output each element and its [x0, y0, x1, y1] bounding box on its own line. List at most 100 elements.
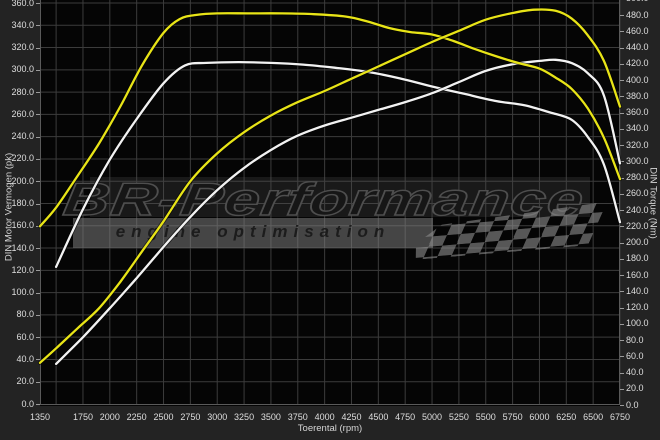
y-left-tick-label: 60.0 — [16, 331, 34, 342]
y-left-tick-label: 320.0 — [11, 42, 34, 53]
y-left-tick-label: 340.0 — [11, 19, 34, 30]
x-tick-label: 4500 — [368, 412, 389, 422]
y-right-tick-label: 400.0 — [626, 74, 649, 85]
y-right-tickmark — [620, 31, 624, 33]
x-axis-title: Toerental (rpm) — [297, 423, 363, 434]
y-left-tick-label: 360.0 — [11, 0, 34, 8]
y-right-tick-label: 160.0 — [626, 269, 649, 280]
y-right-tick-label: 260.0 — [626, 188, 649, 199]
y-right-tickmark — [620, 340, 624, 341]
x-tick-label: 1750 — [72, 412, 93, 422]
x-tick-label: 4000 — [314, 412, 335, 422]
torque-yellow-curve-halo — [38, 11, 622, 229]
y-left-tick-label: 20.0 — [16, 376, 34, 387]
y-left-tickmark — [36, 225, 40, 227]
x-tick-label: 5250 — [448, 412, 469, 422]
y-right-tickmark — [620, 177, 624, 179]
y-right-tickmark — [620, 193, 624, 195]
curves-layer — [38, 7, 622, 366]
y-left-tickmark — [36, 381, 40, 383]
y-left-tick-label: 0.0 — [21, 398, 34, 409]
y-left-tick-label: 200.0 — [11, 175, 34, 186]
x-tick-label: 4750 — [395, 412, 416, 422]
y-left-tickmark — [36, 3, 40, 4]
power-white-curve-halo — [54, 57, 622, 366]
y-left-tick-label: 260.0 — [11, 108, 34, 119]
y-right-tickmark — [620, 275, 624, 276]
y-right-tick-label: 40.0 — [626, 367, 644, 377]
y-left-tick-label: 40.0 — [16, 353, 34, 364]
y-right-tick-label: 100.0 — [626, 318, 649, 329]
y-right-tick-label: 460.0 — [626, 25, 649, 36]
y-left-tickmark — [36, 314, 40, 316]
y-right-tick-label: 300.0 — [626, 155, 649, 166]
y-right-tick-label: 420.0 — [626, 58, 649, 69]
y-right-tickmark — [620, 161, 624, 163]
y-right-tickmark — [620, 307, 624, 309]
x-tick-label: 6750 — [609, 412, 631, 422]
y-left-tick-label: 280.0 — [11, 86, 34, 97]
y-right-tickmark — [620, 258, 624, 260]
y-right-tick-label: 380.0 — [626, 90, 649, 101]
y-right-tickmark — [620, 405, 624, 406]
y-left-tick-label: 180.0 — [11, 198, 34, 208]
x-tick-label: 2250 — [126, 412, 147, 422]
x-tick-label: 5500 — [475, 412, 496, 422]
y-right-tickmark — [620, 242, 624, 244]
y-right-tick-label: 120.0 — [626, 302, 649, 312]
y-left-tick-label: 240.0 — [11, 131, 34, 142]
y-right-tickmark — [620, 80, 624, 81]
y-left-tick-label: 80.0 — [16, 309, 34, 320]
y-left-tick-label: 160.0 — [11, 220, 34, 231]
y-right-tickmark — [620, 210, 624, 211]
x-tick-label: 5750 — [502, 412, 523, 422]
y-right-tick-label: 320.0 — [626, 139, 649, 150]
y-left-tick-label: 220.0 — [11, 153, 34, 164]
y-right-tickmark — [620, 15, 624, 16]
y-left-tick-label: 300.0 — [11, 64, 34, 75]
y-left-tickmark — [36, 359, 40, 361]
y-right-tick-label: 340.0 — [626, 123, 649, 134]
y-right-tick-label: 240.0 — [626, 204, 649, 215]
y-right-tickmark — [620, 145, 624, 146]
x-tick-label: 2750 — [180, 412, 201, 422]
x-tick-label: 4250 — [341, 412, 362, 422]
y-right-tickmark — [620, 372, 624, 374]
y-right-tick-label: 80.0 — [626, 334, 644, 345]
y-right-tick-label: 200.0 — [626, 237, 649, 247]
y-left-tickmark — [36, 92, 40, 94]
y-right-tick-label: 440.0 — [626, 42, 649, 52]
y-left-tickmark — [36, 248, 40, 250]
y-left-tickmark — [36, 69, 40, 71]
y-right-tickmark — [620, 356, 624, 358]
y-right-tickmark — [620, 128, 624, 130]
power-yellow-curve — [38, 8, 622, 364]
y-right-tick-label: 0.0 — [626, 399, 639, 410]
y-right-tickmark — [620, 388, 624, 390]
torque-white-curve-halo — [54, 60, 622, 269]
y-right-tick-label: 20.0 — [626, 383, 644, 394]
y-right-tickmark — [620, 323, 624, 325]
y-right-tick-label: 140.0 — [626, 285, 649, 296]
torque-yellow-curve — [38, 12, 622, 228]
y-left-tickmark — [36, 47, 40, 49]
y-left-tick-label: 120.0 — [11, 264, 34, 275]
y-right-tickmark — [620, 96, 624, 98]
y-right-tickmark — [620, 291, 624, 293]
y-left-tickmark — [36, 114, 40, 116]
x-tick-label: 3750 — [287, 412, 308, 422]
x-tick-label: 2500 — [153, 412, 174, 422]
y-right-tick-label: 220.0 — [626, 220, 649, 231]
x-tick-label: 6500 — [583, 412, 604, 422]
y-right-tick-label: 480.0 — [626, 9, 649, 20]
y-left-tickmark — [36, 203, 40, 205]
y-right-tickmark — [620, 63, 624, 65]
x-tick-label: 1350 — [29, 412, 51, 422]
y-right-tick-label: 360.0 — [626, 107, 649, 117]
x-tick-label: 3000 — [207, 412, 228, 422]
y-right-tick-label: 280.0 — [626, 172, 649, 182]
y-left-tickmark — [36, 270, 40, 272]
x-tick-label: 6250 — [556, 412, 577, 422]
x-tick-label: 5000 — [422, 412, 443, 422]
